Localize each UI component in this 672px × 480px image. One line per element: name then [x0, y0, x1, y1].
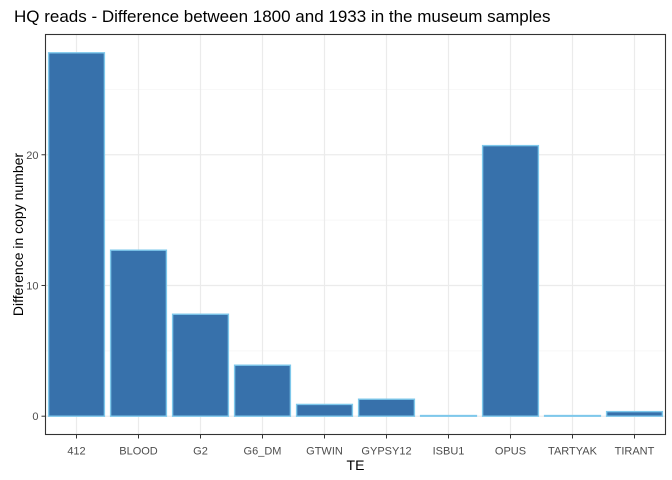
y-tick-label: 10: [26, 280, 38, 292]
x-tick-label: TARTYAK: [548, 446, 598, 458]
x-tick-label: 412: [67, 446, 85, 458]
x-tick-label: GTWIN: [306, 446, 343, 458]
bar-gtwin: [295, 403, 354, 417]
x-tick-label: G6_DM: [244, 446, 282, 458]
x-tick-label: TIRANT: [615, 446, 655, 458]
x-tick-label: G2: [193, 446, 208, 458]
bar-opus: [481, 144, 540, 417]
bar-g6_dm: [233, 364, 292, 417]
x-axis-title: TE: [347, 457, 365, 473]
y-axis-title: Difference in copy number: [10, 153, 26, 316]
bar-blood: [109, 249, 168, 417]
y-tick-label: 20: [26, 150, 38, 162]
x-axis: 412 BLOOD G2 G6_DM GTWIN GYPSY12 ISBU1 OPUS TART…: [67, 434, 655, 458]
bar-tirant: [605, 410, 664, 417]
bars: [47, 52, 664, 417]
bar-g2: [171, 313, 230, 417]
y-axis: 0 10 20: [26, 150, 46, 423]
bar-gypsy12: [357, 398, 416, 417]
x-tick-label: OPUS: [495, 446, 526, 458]
x-tick-label: GYPSY12: [361, 446, 411, 458]
x-tick-label: ISBU1: [433, 446, 465, 458]
bar-412: [47, 52, 106, 417]
bar-isbu1: [419, 414, 478, 417]
x-tick-label: BLOOD: [119, 446, 158, 458]
chart-title: HQ reads - Difference between 1800 and 1…: [14, 7, 550, 26]
bar-tartyak: [543, 414, 602, 417]
y-tick-label: 0: [32, 411, 38, 423]
panel-border: [44, 33, 667, 436]
